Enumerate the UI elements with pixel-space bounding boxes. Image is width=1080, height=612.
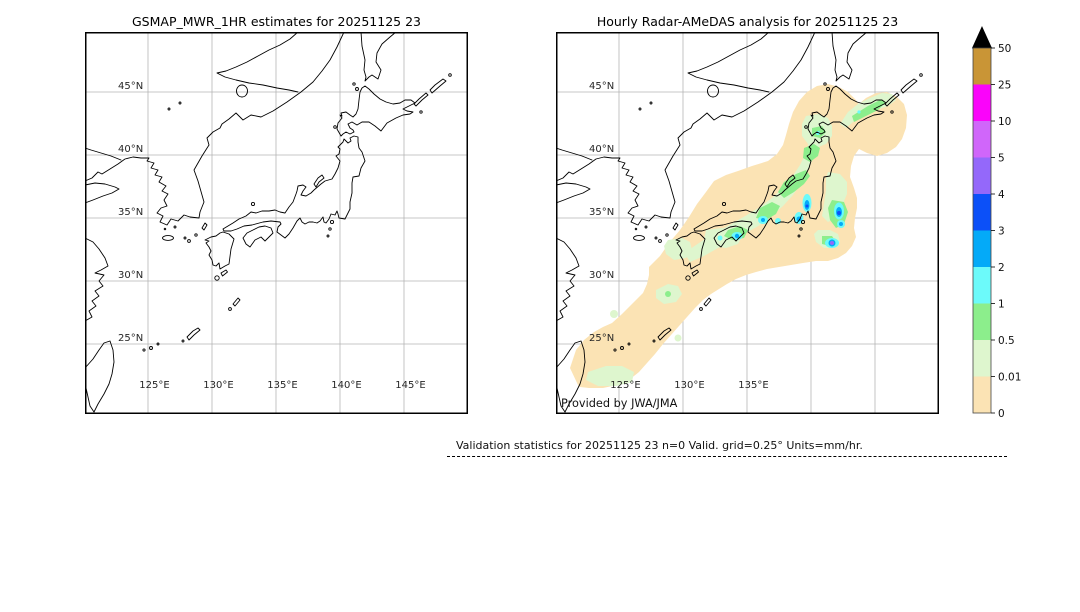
colorbar-segment	[973, 84, 991, 121]
lon-label: 125°E	[610, 380, 640, 391]
map-frame	[85, 32, 468, 414]
jwa-credit: Provided by JWA/JMA	[561, 397, 678, 410]
colorbar-segments	[973, 48, 991, 413]
lat-label: 35°N	[118, 207, 143, 218]
colorbar: 50 25 10 5 4 3 2 1 0.5 0.01 0	[971, 26, 1021, 420]
colorbar-segment	[973, 303, 991, 340]
precip-band-3-4	[805, 204, 841, 215]
right-map-title: Hourly Radar-AMeDAS analysis for 2025112…	[596, 14, 899, 29]
colorbar-segment	[973, 376, 991, 413]
left-map-title: GSMAP_MWR_1HR estimates for 20251125 23	[132, 14, 421, 29]
colorbar-tick-label: 2	[998, 262, 1005, 274]
lat-label: 45°N	[118, 81, 143, 92]
colorbar-segment	[973, 121, 991, 158]
colorbar-segment	[973, 194, 991, 231]
colorbar-ticks	[991, 47, 995, 414]
colorbar-tick-label: 25	[998, 80, 1011, 92]
lon-label: 125°E	[139, 380, 169, 391]
precip-band-4-5	[830, 241, 834, 245]
lat-label: 25°N	[118, 333, 143, 344]
lon-label: 145°E	[395, 380, 425, 391]
colorbar-tick-label: 10	[998, 116, 1011, 128]
lon-label: 130°E	[674, 380, 704, 391]
lat-label: 25°N	[589, 333, 614, 344]
right-map-axis-labels: 45°N 40°N 35°N 30°N 25°N 125°E 130°E 135…	[589, 81, 769, 391]
colorbar-tick-label: 0.5	[998, 335, 1015, 347]
validation-caption: Validation statistics for 20251125 23 n=…	[447, 439, 1007, 457]
colorbar-tick-label: 3	[998, 226, 1005, 238]
colorbar-segment	[973, 48, 991, 85]
left-map: 45°N 40°N 35°N 30°N 25°N 125°E 130°E 135…	[85, 32, 468, 414]
map-frame	[556, 32, 939, 414]
lat-label: 40°N	[589, 144, 614, 155]
colorbar-segment	[973, 267, 991, 304]
colorbar-segment	[973, 230, 991, 267]
colorbar-tick-labels: 50 25 10 5 4 3 2 1 0.5 0.01 0	[998, 43, 1021, 420]
colorbar-segment	[973, 340, 991, 377]
precipitation-overlay	[570, 84, 907, 388]
colorbar-tick-label: 4	[998, 189, 1005, 201]
lat-label: 30°N	[118, 270, 143, 281]
lon-label: 140°E	[331, 380, 361, 391]
lon-label: 130°E	[203, 380, 233, 391]
lon-label: 135°E	[738, 380, 768, 391]
left-map-axis-labels: 45°N 40°N 35°N 30°N 25°N 125°E 130°E 135…	[118, 81, 426, 391]
right-map: 45°N 40°N 35°N 30°N 25°N 125°E 130°E 135…	[556, 32, 939, 414]
colorbar-overflow-arrow	[971, 26, 993, 49]
colorbar-tick-label: 0	[998, 408, 1005, 420]
colorbar-tick-label: 1	[998, 299, 1005, 311]
colorbar-tick-label: 50	[998, 43, 1011, 55]
lat-label: 30°N	[589, 270, 614, 281]
lat-label: 45°N	[589, 81, 614, 92]
colorbar-segment	[973, 157, 991, 194]
lat-label: 35°N	[589, 207, 614, 218]
lon-label: 135°E	[267, 380, 297, 391]
colorbar-tick-label: 0.01	[998, 372, 1021, 384]
colorbar-tick-label: 5	[998, 153, 1005, 165]
gridlines	[85, 32, 468, 414]
lat-label: 40°N	[118, 144, 143, 155]
